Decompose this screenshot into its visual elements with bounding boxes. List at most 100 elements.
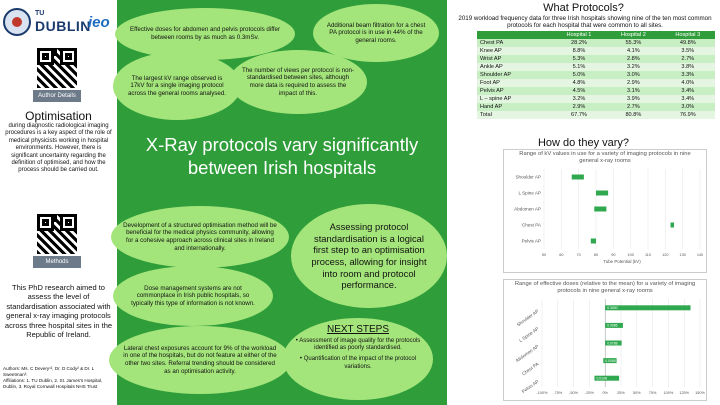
poster-title: X-Ray protocols vary significantly betwe…: [145, 134, 419, 178]
protocol-frequency-table: Hospital 1 Hospital 2 Hospital 3 Chest PA 2…: [477, 31, 715, 119]
table-cell: 2.9%: [606, 79, 661, 87]
x-tick-label: 100: [627, 253, 633, 257]
table-row: Hand AP 2.9% 2.7% 3.0%: [477, 103, 715, 111]
how-vary-heading: How do they vary?: [537, 137, 630, 149]
x-tick-label: -100%: [537, 391, 549, 395]
y-category-label: Chest PA: [521, 361, 540, 377]
range-bar: [596, 190, 609, 196]
university-seal-logo: [3, 8, 31, 36]
table-cell: Knee AP: [477, 47, 552, 55]
table-row: Ankle AP 5.1% 3.2% 3.8%: [477, 63, 715, 71]
x-tick-label: 50: [542, 253, 546, 257]
x-axis-label: Tube Potential (kV): [603, 259, 641, 264]
table-cell: 5.0%: [551, 71, 607, 79]
table-cell: 3.2%: [551, 95, 607, 103]
x-tick-label: 100%: [664, 391, 674, 395]
table-cell: 3.9%: [606, 95, 661, 103]
dose-range-chart: Range of effective doses (relative to th…: [503, 279, 707, 401]
table-cell: 3.8%: [660, 63, 715, 71]
x-tick-label: -75%: [553, 391, 562, 395]
bubble-assessing: Assessing protocol standardisation is a …: [291, 204, 447, 308]
table-row: L – spine AP 3.2% 3.9% 3.4%: [477, 95, 715, 103]
qr-code-icon: [37, 214, 77, 254]
phd-aim-text: This PhD research aimed to assess the le…: [4, 283, 113, 340]
range-bar: [594, 206, 607, 212]
kv-range-chart-svg: 50 60 70 80 90 100 110 120 130 140 Shoulder AP L Sp…: [514, 169, 703, 264]
range-bar: [605, 305, 691, 311]
table-row: Chest PA 28.2% 55.3% 49.8%: [477, 39, 715, 47]
x-tick-label: 60: [559, 253, 563, 257]
table-header-cell: Hospital 3: [660, 31, 715, 39]
center-panel: Effective doses for abdomen and pelvis p…: [109, 0, 447, 405]
table-cell: 55.3%: [606, 39, 661, 47]
table-row: Wrist AP 5.3% 2.8% 2.7%: [477, 55, 715, 63]
range-bar: [571, 174, 584, 180]
table-cell: Ankle AP: [477, 63, 552, 71]
table-row: Foot AP 4.8% 2.9% 4.0%: [477, 79, 715, 87]
table-header-cell: Hospital 1: [551, 31, 607, 39]
next-steps-list: Assessment of image quality for the prot…: [295, 338, 421, 375]
table-cell: Chest PA: [477, 39, 552, 47]
x-tick-label: -25%: [585, 391, 594, 395]
author-details-qr[interactable]: Author Details: [33, 44, 81, 102]
x-tick-label: 80: [594, 253, 598, 257]
bubble-effective-doses: Effective doses for abdomen and pelvis p…: [115, 8, 295, 60]
what-protocols-subtitle: 2019 workload frequency data for three I…: [458, 15, 712, 30]
authors-line: Authors: Ms. C Devery¹², Dr. D Cody² & D…: [3, 366, 94, 377]
table-cell: 3.3%: [660, 71, 715, 79]
left-column: TU DUBLIN ieo Author Details Optimisatio…: [0, 0, 117, 405]
table-cell: 3.4%: [660, 95, 715, 103]
range-bar-label: 0.3000: [607, 306, 617, 310]
table-cell: 49.8%: [660, 39, 715, 47]
range-bar: [670, 222, 674, 228]
table-cell: 3.4%: [660, 87, 715, 95]
table-cell: 3.2%: [606, 63, 661, 71]
x-tick-label: 140: [697, 253, 703, 257]
right-column: What Protocols? 2019 workload frequency …: [447, 0, 720, 405]
table-cell: 2.7%: [660, 55, 715, 63]
table-cell: 2.7%: [606, 103, 661, 111]
x-tick-label: 75%: [649, 391, 657, 395]
table-cell: 2.9%: [551, 103, 607, 111]
next-step-item: Quantification of the impact of the prot…: [295, 356, 421, 370]
bubble-kv-range: The largest kV range observed is 17kV fo…: [113, 52, 241, 120]
optimisation-heading: Optimisation: [25, 109, 92, 123]
table-cell: 3.1%: [606, 87, 661, 95]
ieo-logo: ieo: [88, 14, 110, 31]
table-cell: 5.1%: [551, 63, 607, 71]
x-tick-label: 150%: [695, 391, 705, 395]
table-cell: 4.5%: [551, 87, 607, 95]
table-cell: 28.2%: [551, 39, 607, 47]
table-cell: 80.8%: [606, 111, 661, 119]
dublin-logo-text: DUBLIN: [35, 18, 91, 34]
tu-logo-text: TU: [35, 10, 45, 17]
chart-title: Range of effective doses (relative to th…: [514, 281, 696, 294]
y-category-label: L Spine AP: [518, 326, 539, 343]
bubble-lateral-chest: Lateral chest exposures account for 9% o…: [109, 326, 291, 394]
range-bar-label: 0.0068: [605, 359, 615, 363]
y-category-label: Shoulder AP: [516, 309, 540, 328]
y-category-label: Pelvis AP: [522, 239, 541, 244]
range-bar: [605, 322, 623, 328]
y-category-label: Chest PA: [522, 223, 542, 228]
table-row: Total 67.7% 80.8% 76.9%: [477, 111, 715, 119]
qr-label: Author Details: [33, 90, 81, 102]
what-protocols-heading: What Protocols?: [543, 2, 624, 14]
range-bar: [594, 375, 620, 381]
table-row: Shoulder AP 5.0% 3.0% 3.3%: [477, 71, 715, 79]
table-body: Chest PA 28.2% 55.3% 49.8% Knee AP 8.8% 4.1% 3.…: [477, 39, 715, 119]
x-tick-label: 130: [679, 253, 685, 257]
table-cell: 3.0%: [660, 103, 715, 111]
kv-range-chart: Range of kV values in use for a variety …: [503, 149, 707, 273]
x-tick-label: 25%: [617, 391, 625, 395]
authors-block: Authors: Ms. C Devery¹², Dr. D Cody² & D…: [3, 366, 115, 390]
dose-range-chart-svg: -100% -75% -50% -25% 0% 25% 50% 75% 100% 125% 150%…: [515, 299, 705, 395]
x-tick-label: 110: [645, 253, 651, 257]
methods-qr[interactable]: Methods: [33, 210, 81, 268]
range-bar: [603, 358, 617, 364]
range-bar: [605, 340, 622, 346]
optimisation-text: during diagnostic radiological imaging p…: [5, 123, 112, 174]
table-cell: Total: [477, 111, 552, 119]
table-header-row: Hospital 1 Hospital 2 Hospital 3: [477, 31, 715, 39]
